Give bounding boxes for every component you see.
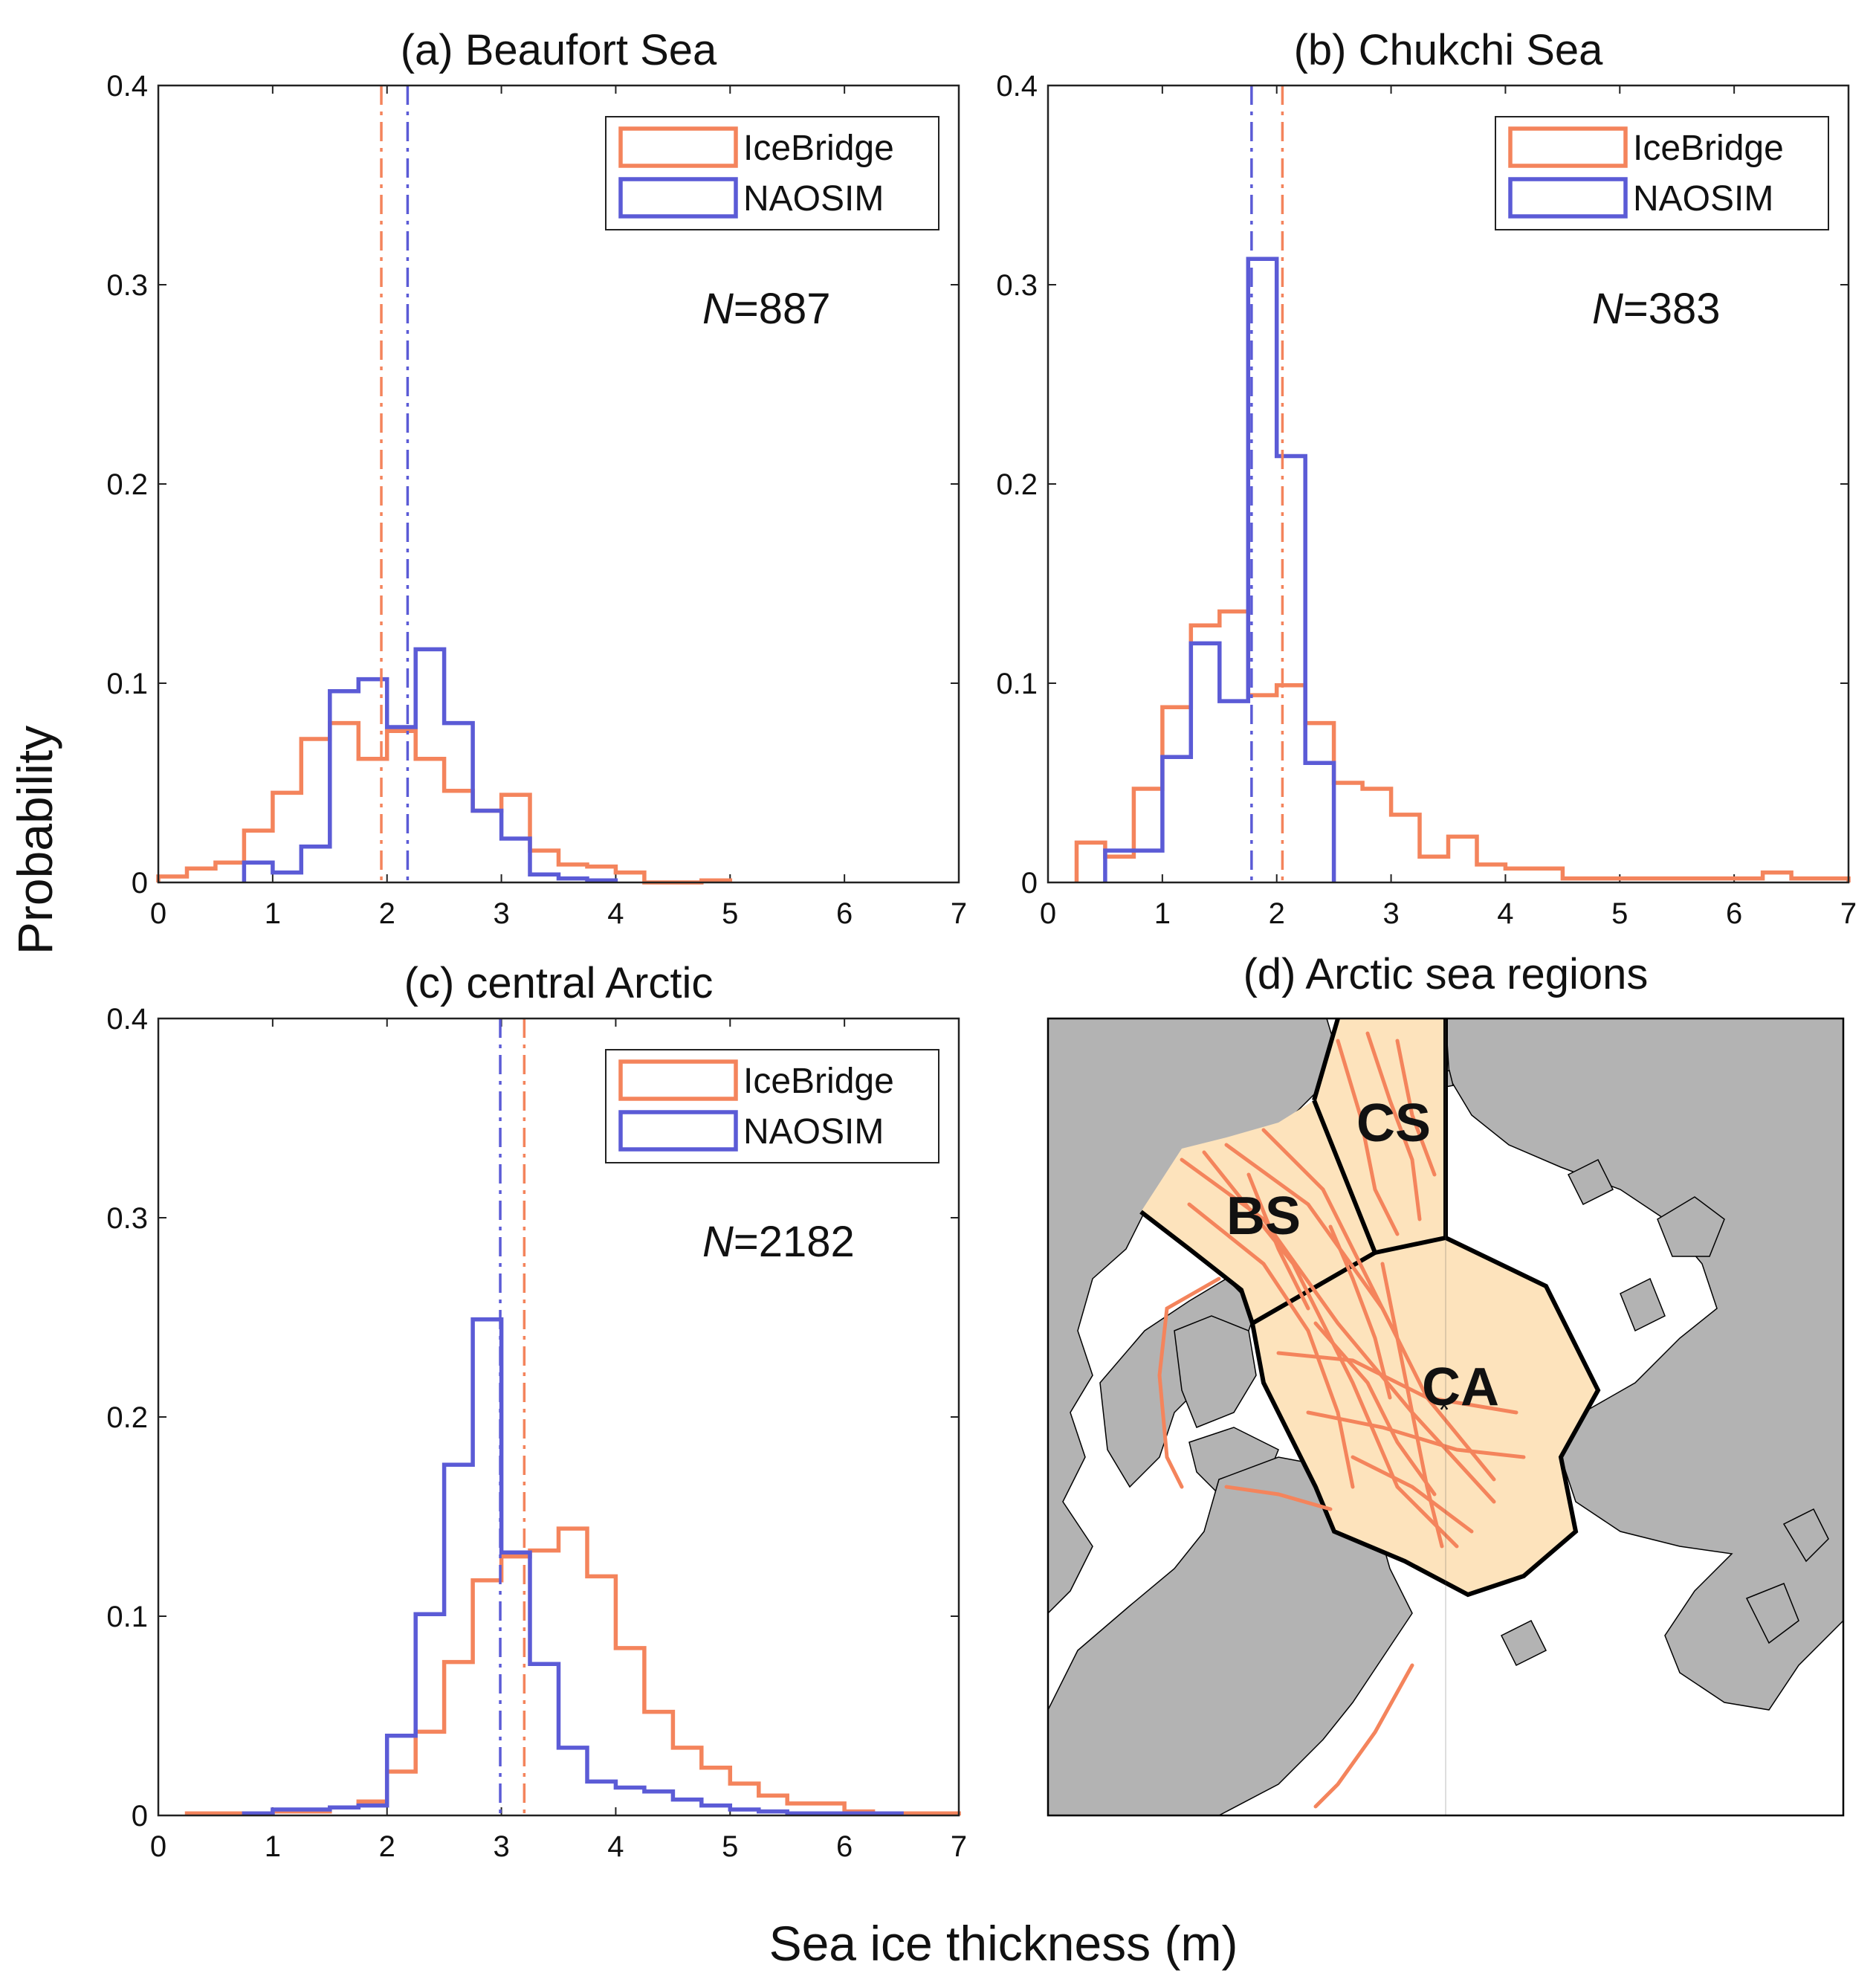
panel-title: (c) central Arctic [404,959,714,1007]
map-land-eurasia [1445,1018,1843,1711]
x-tick-label: 4 [607,897,624,930]
map-region-borders [1139,1018,1601,1598]
x-tick-label: 6 [1726,897,1742,930]
x-tick-label: 3 [1382,897,1399,930]
y-tick-label: 0.3 [996,269,1038,302]
legend-swatch-icebridge [618,1059,738,1101]
y-tick-label: 0.2 [106,1401,148,1434]
map-region-label-cs: CS [1356,1094,1431,1153]
y-tick-label: 0.4 [996,70,1038,103]
y-tick-label: 0 [132,867,148,900]
legend-swatch-naosim [1508,177,1628,219]
map-region-label-bs: BS [1226,1187,1301,1246]
map-title: (d) Arctic sea regions [1243,950,1649,998]
legend-box [1495,116,1829,230]
legend-swatch-naosim [618,177,738,219]
x-tick-label: 4 [607,1830,624,1863]
legend-swatch-icebridge [1508,126,1628,168]
histogram-naosim [242,1317,904,1816]
panel-beaufort-sea: (a) Beaufort Sea 0 1 2 3 4 5 6 7 0 0.1 0.2 0.3 0.4 Ice… [106,26,967,930]
sample-size-label: N=2182 [702,1218,855,1266]
x-tick-label: 2 [379,897,395,930]
x-tick-label: 3 [493,1830,509,1863]
panel-title: (a) Beaufort Sea [401,26,717,74]
y-tick-label: 0.1 [996,668,1038,700]
histogram-naosim [1103,256,1336,882]
legend-swatch-naosim [618,1110,738,1152]
x-tick-label: 3 [493,897,509,930]
x-tick-label: 5 [722,1830,738,1863]
legend-label: IceBridge [743,129,894,168]
histogram-icebridge [184,1526,961,1816]
legend-label: NAOSIM [743,1112,884,1152]
map-flight-tracks [1157,1031,1526,1809]
x-tick-label: 5 [722,897,738,930]
x-tick-label: 4 [1497,897,1513,930]
legend-swatch-icebridge [618,126,738,168]
legend-label: NAOSIM [743,179,884,219]
legend-label: IceBridge [743,1062,894,1101]
y-tick-label: 0.3 [106,269,148,302]
map-land-east-siberian-islands [1745,1508,1829,1644]
y-tick-label: 0.2 [996,468,1038,501]
x-tick-label: 1 [1154,897,1171,930]
map-region-label-ca: CA [1422,1357,1499,1417]
x-tick-label: 2 [379,1830,395,1863]
sample-size-label: N=887 [702,285,831,333]
x-tick-label: 1 [265,897,281,930]
y-axis-label: Probability [7,726,62,955]
x-tick-label: 7 [951,1830,967,1863]
panel-central-arctic: (c) central Arctic 0 1 2 3 4 5 6 7 0 0.1 0.2 0.3 0.4 I… [106,959,967,1863]
x-axis-label: Sea ice thickness (m) [769,1916,1238,1971]
y-tick-label: 0.3 [106,1202,148,1235]
panel-chukchi-sea: (b) Chukchi Sea 0 1 2 3 4 5 6 7 0 0.1 0.2 0.3 0.4 IceB… [996,26,1857,930]
x-tick-label: 7 [1840,897,1857,930]
x-tick-label: 0 [150,1830,166,1863]
axes-frame [157,1017,960,1817]
map-region-divider-cs-ca [1374,1236,1446,1255]
x-tick-label: 6 [836,897,853,930]
map-frame [1047,1017,1845,1817]
map-region-divider-cs [1312,1018,1340,1101]
histogram-naosim [242,647,618,883]
x-tick-label: 5 [1611,897,1628,930]
axes-frame [157,84,960,884]
legend-box [605,1049,939,1163]
y-tick-label: 0 [1021,867,1038,900]
x-tick-label: 6 [836,1830,853,1863]
map-region-bs [1141,1100,1375,1323]
y-tick-label: 0.2 [106,468,148,501]
axes-frame [1047,84,1850,884]
x-tick-label: 0 [1040,897,1056,930]
x-tick-label: 2 [1269,897,1285,930]
legend-label: NAOSIM [1633,179,1773,219]
legend-box [605,116,939,230]
histogram-icebridge [156,720,733,885]
legend-label: IceBridge [1633,129,1784,168]
panel-arctic-map: (d) Arctic sea regions [1047,950,1845,1817]
x-tick-label: 7 [951,897,967,930]
map-land-svalbard [1620,1196,1725,1332]
panel-title: (b) Chukchi Sea [1294,26,1604,74]
sample-size-label: N=383 [1592,285,1721,333]
y-tick-label: 0.4 [106,1003,148,1036]
y-tick-label: 0.1 [106,1601,148,1633]
y-tick-label: 0 [132,1800,148,1833]
y-tick-label: 0.1 [106,668,148,700]
x-tick-label: 0 [150,897,166,930]
histogram-icebridge [1074,609,1851,882]
x-tick-label: 1 [265,1830,281,1863]
map-pole-marker: * [1438,1394,1450,1427]
y-tick-label: 0.4 [106,70,148,103]
